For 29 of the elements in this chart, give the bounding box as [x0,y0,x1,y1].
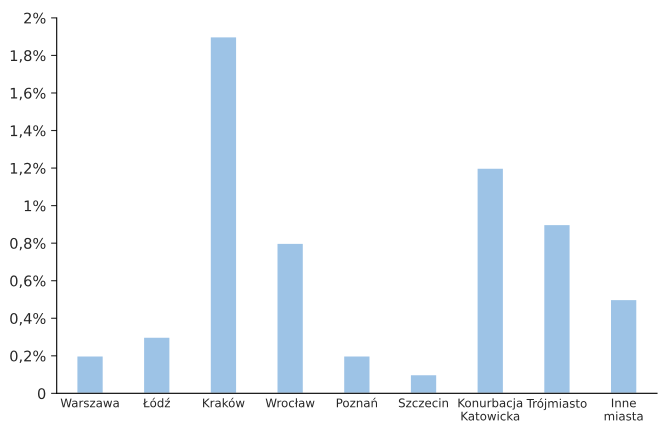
bar [542,224,571,394]
bar [209,36,238,394]
bar [142,336,171,394]
y-tick-label: 1,4% [10,125,46,138]
bar [342,355,371,394]
x-tick-label: Kraków [203,398,245,408]
y-tick-label: 0,4% [10,312,46,326]
y-tick-label: 1,2% [10,162,46,176]
x-tick-label: Inne miasta [604,398,643,421]
bar [276,242,304,394]
x-tick-label: Warszawa [60,398,119,408]
y-tick-label: 0 [38,388,46,400]
x-tick-label: Łódź [142,398,170,408]
bar [76,355,104,394]
x-tick-label: Konurbacja Katowicka [458,398,522,421]
y-tick-label: 1% [24,200,46,212]
y-tick-label: 2% [24,12,46,24]
bar [476,167,504,394]
x-tick-label: Trójmiasto [526,398,587,410]
y-tick-label: 1,6% [10,88,46,100]
y-tick-label: 1,8% [10,50,46,63]
x-tick-label: Szczecin [398,398,448,408]
bar [610,298,638,394]
y-tick-label: 0,8% [10,238,46,250]
y-tick-label: 0,2% [10,350,46,364]
x-tick-label: Poznań [336,398,377,408]
y-tick-label: 0,6% [10,275,46,288]
x-tick-label: Wrocław [266,398,314,408]
bar [410,374,438,394]
